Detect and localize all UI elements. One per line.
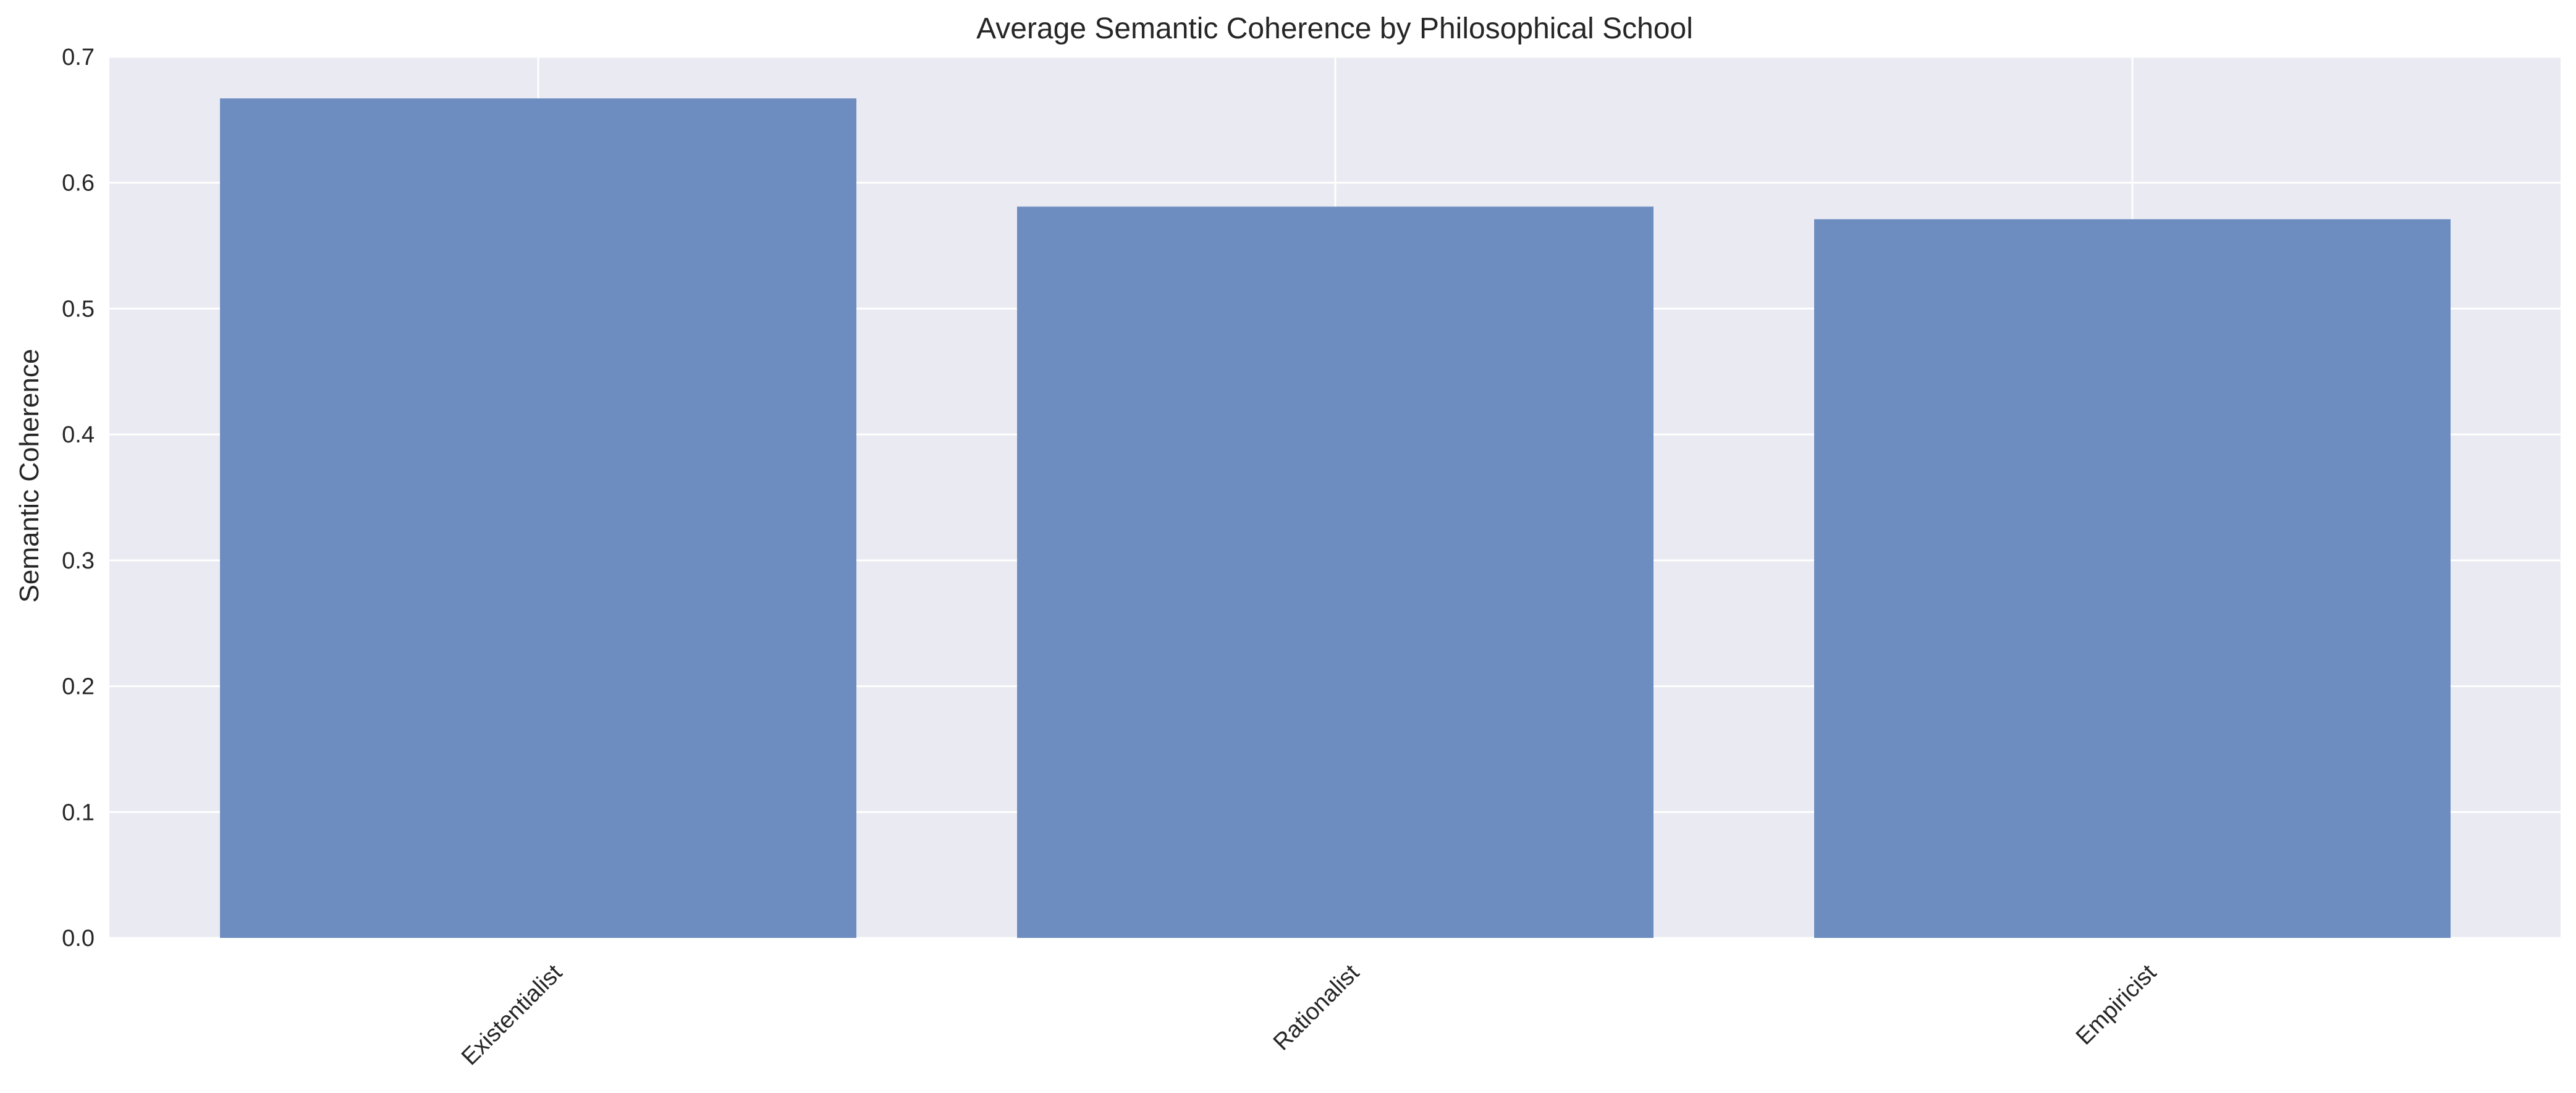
x-tick-label: Existentialist — [457, 960, 567, 1070]
y-tick-label: 0.0 — [62, 926, 95, 952]
y-tick-label: 0.1 — [62, 800, 95, 825]
bar-rationalist — [1017, 206, 1653, 938]
bar-empiricist — [1814, 219, 2451, 938]
y-tick-label: 0.2 — [62, 674, 95, 700]
y-tick-label: 0.4 — [62, 422, 95, 448]
bars — [220, 98, 2451, 938]
bar-existentialist — [220, 98, 856, 938]
y-tick-labels: 0.0 0.1 0.2 0.3 0.4 0.5 0.6 0.7 — [62, 44, 95, 952]
x-tick-label: Empiricist — [2071, 960, 2161, 1050]
x-tick-label: Rationalist — [1269, 960, 1364, 1055]
x-tick-labels: Existentialist Rationalist Empiricist — [457, 960, 2161, 1070]
y-tick-label: 0.7 — [62, 44, 95, 70]
y-tick-label: 0.3 — [62, 548, 95, 574]
y-axis-label: Semantic Coherence — [14, 349, 44, 603]
chart-title: Average Semantic Coherence by Philosophi… — [976, 12, 1693, 45]
y-tick-label: 0.6 — [62, 171, 95, 196]
y-tick-label: 0.5 — [62, 296, 95, 322]
